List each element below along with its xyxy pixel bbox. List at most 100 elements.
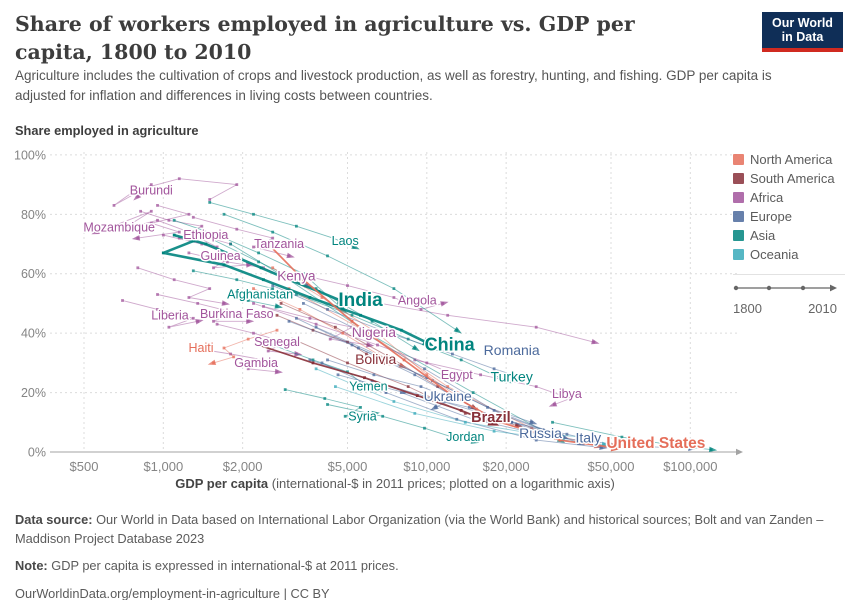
country-label-nigeria: Nigeria bbox=[352, 324, 397, 340]
data-point-marker bbox=[252, 245, 255, 249]
data-point-marker bbox=[252, 212, 255, 216]
legend-swatch-europe bbox=[733, 211, 744, 222]
y-tick-label: 20% bbox=[21, 386, 46, 400]
trajectory-india bbox=[172, 233, 349, 304]
country-label-laos: Laos bbox=[332, 234, 359, 248]
owid-logo[interactable]: Our World in Data bbox=[762, 12, 843, 52]
data-point-marker bbox=[311, 358, 315, 362]
legend-label: North America bbox=[750, 152, 833, 167]
data-point-marker bbox=[222, 263, 226, 267]
country-label-ukraine: Ukraine bbox=[424, 388, 472, 404]
data-point-marker bbox=[212, 266, 215, 270]
trajectory-arrowhead bbox=[487, 417, 500, 426]
trajectory-ethiopia bbox=[139, 209, 219, 249]
y-tick-label: 60% bbox=[21, 267, 46, 281]
data-point-marker bbox=[191, 269, 195, 273]
data-point-marker bbox=[271, 287, 275, 290]
trajectory-tanzania bbox=[191, 215, 295, 259]
country-label-tanzania: Tanzania bbox=[254, 237, 304, 251]
legend-label: Oceania bbox=[750, 247, 799, 262]
data-point-marker bbox=[471, 417, 475, 421]
data-point-marker bbox=[350, 319, 354, 323]
data-point-marker bbox=[208, 201, 212, 204]
trajectory-line bbox=[552, 421, 712, 451]
data-point-marker bbox=[177, 177, 181, 181]
data-point-marker bbox=[363, 376, 366, 380]
data-point-marker bbox=[387, 355, 391, 359]
x-tick-label: $1,000 bbox=[143, 459, 183, 474]
data-point-marker bbox=[187, 230, 191, 234]
data-point-marker bbox=[419, 385, 423, 388]
data-point-marker bbox=[326, 403, 329, 406]
data-point-marker bbox=[492, 429, 496, 433]
data-point-marker bbox=[191, 316, 195, 320]
data-point-marker bbox=[187, 296, 191, 299]
data-point-marker bbox=[314, 367, 318, 371]
data-point-marker bbox=[372, 373, 376, 377]
data-point-marker bbox=[259, 266, 263, 270]
data-point-marker bbox=[384, 391, 388, 394]
x-tick-label: $10,000 bbox=[403, 459, 450, 474]
data-point-marker bbox=[252, 302, 255, 305]
owid-logo-text: Our World in Data bbox=[772, 15, 833, 44]
trajectory-arrowhead bbox=[246, 318, 255, 325]
data-point-marker bbox=[565, 432, 569, 436]
data-point-marker bbox=[262, 278, 265, 282]
data-point-marker bbox=[323, 397, 327, 400]
country-label-romania: Romania bbox=[484, 342, 540, 358]
data-point-marker bbox=[392, 296, 396, 299]
trajectory-unlabeled-asia bbox=[208, 236, 420, 352]
data-point-marker bbox=[266, 242, 270, 246]
data-point-marker bbox=[271, 236, 275, 240]
data-point-marker bbox=[196, 302, 200, 305]
legend-item-asia: Asia bbox=[733, 226, 848, 245]
data-point-marker bbox=[271, 266, 275, 270]
trajectory-arrowhead bbox=[688, 445, 697, 452]
data-point-marker bbox=[451, 394, 454, 397]
country-label-burkina-faso: Burkina Faso bbox=[200, 307, 274, 321]
data-point-marker bbox=[451, 435, 454, 439]
trajectory-afghanistan bbox=[191, 269, 283, 309]
country-label-russia: Russia bbox=[519, 425, 562, 441]
trajectory-china bbox=[161, 239, 434, 347]
trajectory-arrowhead bbox=[528, 419, 538, 425]
trajectory-arrowhead bbox=[221, 300, 230, 306]
x-tick-label: $50,000 bbox=[588, 459, 635, 474]
data-point-marker bbox=[156, 308, 159, 311]
data-point-marker bbox=[187, 212, 191, 216]
data-point-marker bbox=[451, 352, 454, 356]
data-point-marker bbox=[551, 420, 554, 424]
data-point-marker bbox=[191, 346, 195, 350]
data-point-marker bbox=[423, 367, 426, 371]
country-label-china: China bbox=[425, 335, 476, 355]
trajectory-brazil bbox=[257, 343, 500, 426]
timeline-start-year: 1800 bbox=[733, 301, 762, 316]
data-point-marker bbox=[235, 183, 239, 186]
citation-link[interactable]: OurWorldinData.org/employment-in-agricul… bbox=[15, 585, 330, 600]
data-point-marker bbox=[346, 296, 349, 299]
trajectory-arrowhead bbox=[274, 368, 283, 375]
trajectory-arrowhead bbox=[336, 295, 349, 304]
data-point-marker bbox=[492, 409, 496, 412]
data-point-marker bbox=[246, 337, 250, 341]
data-point-marker bbox=[413, 412, 417, 415]
country-label-united-states: United States bbox=[606, 435, 705, 452]
data-point-marker bbox=[149, 221, 153, 225]
timeline-end-year: 2010 bbox=[808, 301, 837, 316]
data-point-marker bbox=[346, 361, 349, 365]
trajectory-arrowhead bbox=[131, 235, 141, 241]
data-point-marker bbox=[359, 406, 362, 409]
x-axis-title: GDP per capita (international-$ in 2011 … bbox=[55, 476, 735, 491]
data-point-marker bbox=[283, 388, 287, 391]
data-point-marker bbox=[498, 420, 502, 424]
data-point-marker bbox=[275, 328, 279, 332]
data-point-marker bbox=[471, 391, 475, 394]
trajectory-arrowhead bbox=[458, 374, 467, 381]
country-label-senegal: Senegal bbox=[254, 335, 300, 349]
data-point-marker bbox=[229, 242, 232, 246]
data-point-marker bbox=[295, 316, 298, 320]
data-point-marker bbox=[376, 331, 379, 335]
data-point-marker bbox=[232, 311, 236, 314]
trajectory-yemen bbox=[271, 343, 384, 392]
data-point-marker bbox=[365, 352, 368, 356]
